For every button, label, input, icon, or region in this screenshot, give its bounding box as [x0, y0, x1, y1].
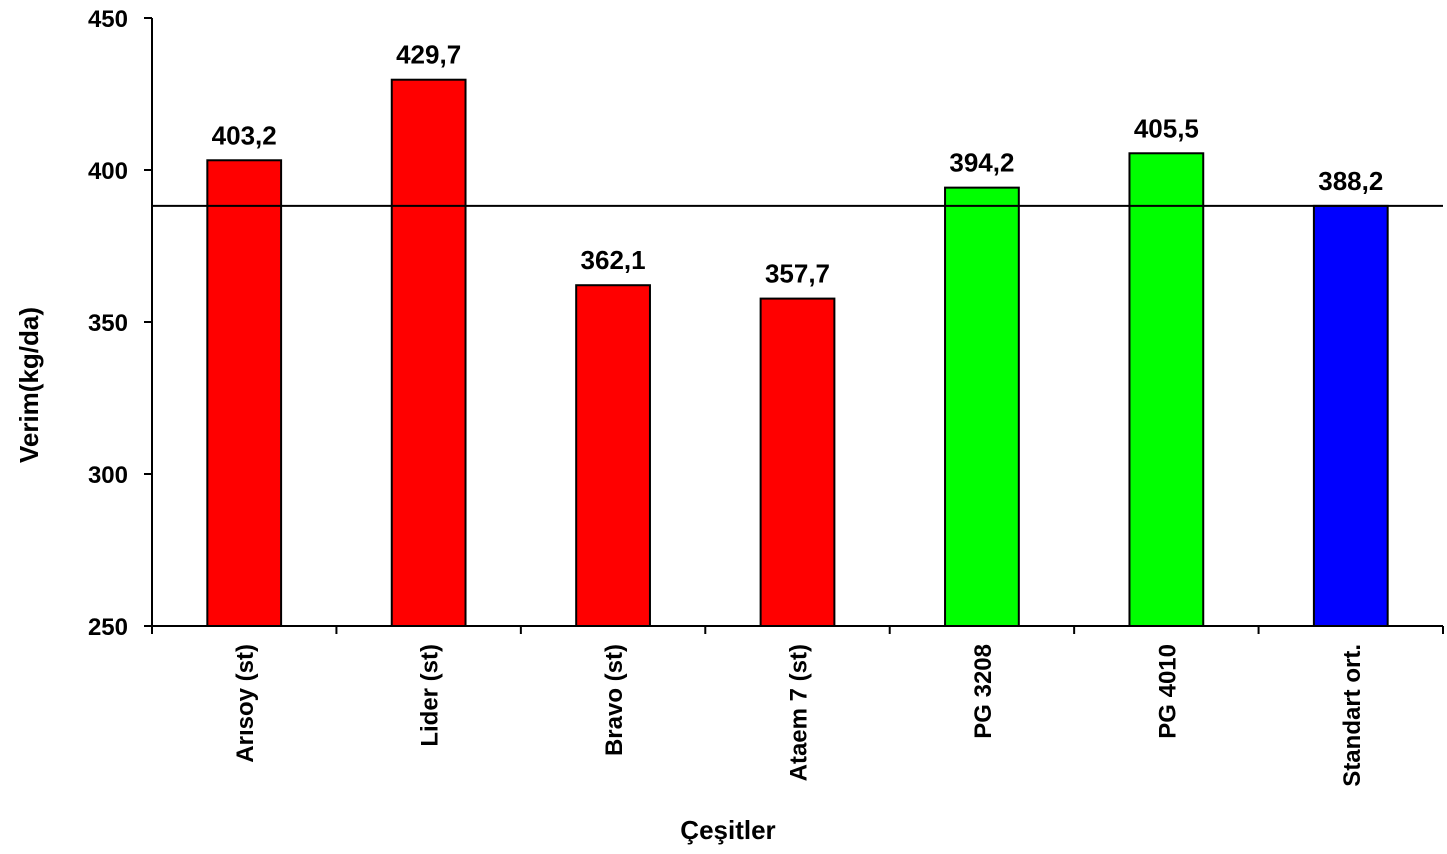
data-label: 429,7: [396, 40, 461, 70]
bar: [1312, 204, 1389, 627]
bar: [575, 284, 651, 627]
category-label: Standart ort.: [1339, 644, 1366, 787]
data-label: 388,2: [1318, 166, 1383, 196]
data-label: 403,2: [212, 120, 277, 150]
y-axis-label: Verim(kg/da): [14, 307, 44, 463]
data-label: 394,2: [949, 148, 1014, 178]
data-label: 362,1: [581, 245, 646, 275]
category-label: Ataem 7 (st): [786, 644, 813, 781]
data-label: 405,5: [1134, 113, 1199, 143]
y-tick-label: 350: [88, 310, 128, 337]
bar: [390, 78, 467, 628]
y-tick-label: 450: [88, 6, 128, 33]
category-label: Bravo (st): [601, 644, 628, 756]
category-label: Lider (st): [417, 644, 444, 747]
bar: [1128, 152, 1205, 627]
category-label: PG 4010: [1154, 644, 1181, 739]
x-axis-label: Çeşitler: [680, 815, 775, 845]
bars: [206, 78, 1389, 628]
y-tick-label: 250: [88, 614, 128, 641]
y-axis-ticks: 250 300 350 400 450: [88, 6, 152, 641]
category-labels: Arısoy (st) Lider (st) Bravo (st) Ataem 7 (…: [232, 644, 1366, 787]
category-label: PG 3208: [970, 644, 997, 739]
y-tick-label: 400: [88, 158, 128, 185]
data-label: 357,7: [765, 259, 830, 289]
bar: [944, 186, 1020, 628]
x-axis-ticks: [151, 626, 1444, 634]
data-labels: 403,2 429,7 362,1 357,7 394,2 405,5 388,2: [212, 40, 1384, 289]
bar: [759, 297, 836, 627]
y-tick-label: 300: [88, 462, 128, 489]
bar: [206, 159, 283, 627]
category-label: Arısoy (st): [232, 644, 259, 763]
